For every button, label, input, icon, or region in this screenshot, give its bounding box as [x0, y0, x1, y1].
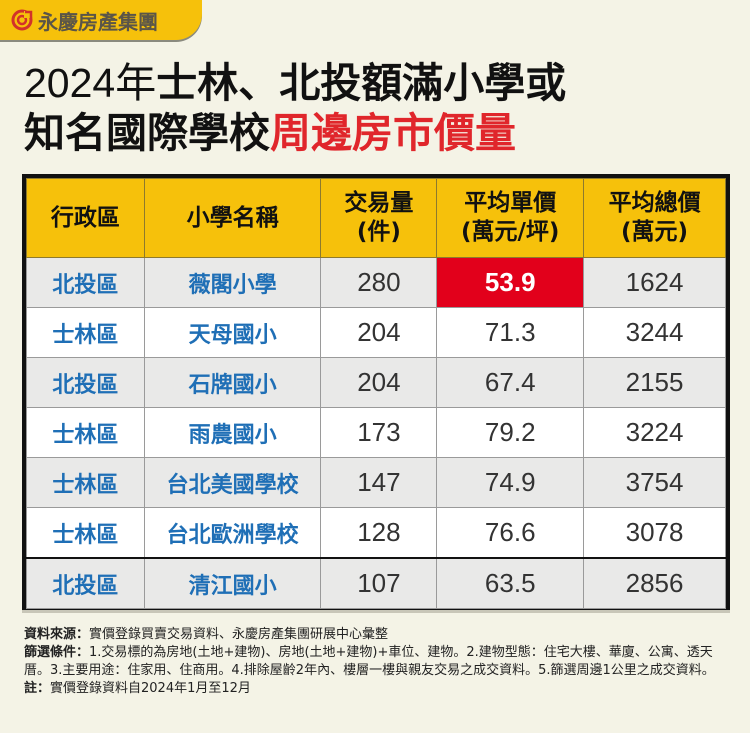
district-cell: 士林區 [26, 457, 145, 508]
unit-price-cell: 74.9 [436, 457, 585, 508]
school-cell: 清江國小 [143, 557, 322, 609]
school-price-table: 行政區 小學名稱 交易量 (件) 平均單價 (萬元/坪) 平均總價 (萬元) 北投區 … [26, 178, 726, 609]
title-line2-red: 周邊房市價量 [270, 109, 516, 157]
header-unit-price: 平均單價 (萬元/坪) [436, 178, 585, 258]
school-cell: 天母國小 [143, 307, 322, 358]
header-volume: 交易量 (件) [320, 178, 438, 258]
total-price-cell: 2856 [583, 557, 726, 609]
unit-price-cell: 71.3 [436, 307, 585, 358]
volume-cell: 128 [320, 507, 438, 559]
school-cell: 石牌國小 [143, 357, 322, 408]
district-cell: 北投區 [26, 257, 145, 308]
footnotes: 資料來源：實價登錄買賣交易資料、永慶房產集團研展中心彙整 篩選條件：1.交易標的… [24, 626, 734, 698]
district-cell: 北投區 [26, 557, 145, 609]
volume-cell: 280 [320, 257, 438, 308]
brand-name: 永慶房產集團 [38, 9, 158, 34]
school-cell: 台北美國學校 [143, 457, 322, 508]
volume-cell: 204 [320, 307, 438, 358]
data-table-frame: 行政區 小學名稱 交易量 (件) 平均單價 (萬元/坪) 平均總價 (萬元) 北投區 … [22, 174, 730, 610]
district-cell: 北投區 [26, 357, 145, 408]
filter-note: 篩選條件：1.交易標的為房地(土地+建物)、房地(土地+建物)+車位、建物。2.… [24, 645, 715, 678]
table-row: 北投區 清江國小 107 63.5 2856 [26, 557, 726, 609]
total-price-cell: 1624 [583, 257, 726, 308]
brand-banner: 永慶房產集團 [0, 0, 202, 40]
table-row: 士林區 雨農國小 173 79.2 3224 [26, 407, 726, 458]
title-line1-rest: 士林、北投額滿小學或 [156, 59, 567, 107]
school-cell: 薇閣小學 [143, 257, 322, 308]
source-note: 資料來源：實價登錄買賣交易資料、永慶房產集團研展中心彙整 [24, 627, 389, 642]
volume-cell: 107 [320, 557, 438, 609]
table-header-row: 行政區 小學名稱 交易量 (件) 平均單價 (萬元/坪) 平均總價 (萬元) [26, 178, 726, 258]
title-year: 2024年 [24, 60, 157, 106]
total-price-cell: 3244 [583, 307, 726, 358]
yungching-logo-icon [11, 9, 33, 31]
header-district: 行政區 [26, 178, 145, 258]
table-row: 士林區 台北美國學校 147 74.9 3754 [26, 457, 726, 508]
unit-price-cell-highlighted: 53.9 [436, 257, 585, 308]
page-title: 2024年士林、北投額滿小學或 知名國際學校周邊房市價量 [24, 58, 724, 158]
school-cell: 台北歐洲學校 [143, 507, 322, 559]
volume-cell: 173 [320, 407, 438, 458]
total-price-cell: 3224 [583, 407, 726, 458]
title-line2-black: 知名國際學校 [24, 109, 270, 157]
district-cell: 士林區 [26, 407, 145, 458]
school-cell: 雨農國小 [143, 407, 322, 458]
period-note: 註：實價登錄資料自2024年1月至12月 [24, 681, 251, 696]
total-price-cell: 3078 [583, 507, 726, 559]
table-row: 士林區 天母國小 204 71.3 3244 [26, 307, 726, 358]
district-cell: 士林區 [26, 507, 145, 559]
volume-cell: 204 [320, 357, 438, 408]
table-row: 士林區 台北歐洲學校 128 76.6 3078 [26, 507, 726, 559]
unit-price-cell: 79.2 [436, 407, 585, 458]
total-price-cell: 3754 [583, 457, 726, 508]
volume-cell: 147 [320, 457, 438, 508]
district-cell: 士林區 [26, 307, 145, 358]
header-total-price: 平均總價 (萬元) [583, 178, 726, 258]
header-school: 小學名稱 [143, 178, 322, 258]
unit-price-cell: 63.5 [436, 557, 585, 609]
title-line-2: 知名國際學校周邊房市價量 [24, 108, 724, 158]
unit-price-cell: 67.4 [436, 357, 585, 408]
unit-price-cell: 76.6 [436, 507, 585, 559]
table-row: 北投區 石牌國小 204 67.4 2155 [26, 357, 726, 408]
table-row: 北投區 薇閣小學 280 53.9 1624 [26, 257, 726, 308]
title-line-1: 2024年士林、北投額滿小學或 [24, 58, 724, 108]
total-price-cell: 2155 [583, 357, 726, 408]
